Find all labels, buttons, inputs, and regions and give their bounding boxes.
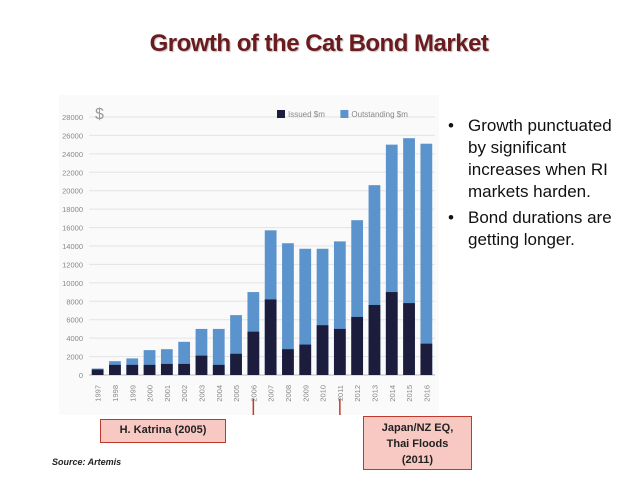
y-tick-label: 6000 [66,316,83,325]
bar-issued [316,325,329,375]
x-tick-label: 2015 [405,385,414,402]
y-tick-label: 14000 [62,242,83,251]
x-tick-label: 2016 [422,385,431,402]
bar-issued [403,303,415,375]
bar-issued [230,353,242,375]
x-tick-label: 2003 [197,385,206,402]
bar-outstanding [160,349,173,375]
legend-swatch [340,110,349,118]
x-tick-label: 2014 [388,385,397,402]
y-tick-label: 10000 [62,279,83,288]
bar-issued [282,349,294,375]
bar-issued [368,304,381,375]
x-tick-label: 2009 [301,385,310,402]
bar-outstanding [178,341,191,375]
x-tick-label: 2008 [284,385,293,402]
callout-japan-line: Thai Floods [386,438,449,450]
x-tick-label: 2000 [146,385,155,402]
bar-issued [178,363,191,375]
bar-outstanding [143,350,156,375]
x-tick-label: 2006 [249,385,258,402]
y-tick-label: 24000 [62,150,83,159]
x-tick-label: 2002 [180,385,189,402]
bar-issued [109,364,121,375]
y-tick-label: 18000 [62,205,83,214]
bullet-item: Growth punctuated by significant increas… [446,115,628,203]
source-note: Source: Artemis [52,457,122,467]
x-tick-label: 2001 [163,385,172,402]
callout-japan-line: (2011) [401,454,434,466]
bullet-item: Bond durations are getting longer. [446,207,628,251]
bar-outstanding [351,220,364,375]
bar-outstanding [333,241,346,375]
marker-connector [252,399,255,415]
callout-japan: Japan/NZ EQ, Thai Floods (2011) [363,416,472,470]
bar-outstanding [299,248,312,375]
callout-katrina: H. Katrina (2005) [100,419,226,443]
bar-outstanding [282,243,294,375]
bar-issued [143,364,156,375]
x-tick-label: 2013 [370,385,379,402]
legend-label: Outstanding $m [351,110,408,119]
bar-issued [333,328,346,375]
bar-outstanding [316,248,329,375]
x-tick-label: 1998 [111,385,120,402]
legend-label: Issued $m [288,110,325,119]
bar-issued [91,369,104,375]
y-tick-label: 22000 [62,168,83,177]
y-tick-label: 28000 [62,113,83,122]
x-tick-label: 2010 [319,385,328,402]
cat-bond-chart: 0 2000 4000 6000 8000 10000 12000 14000 16000 180… [59,95,439,415]
x-tick-label: 1997 [94,385,103,402]
bar-issued [212,364,225,375]
bar-issued [126,364,139,375]
bar-outstanding [403,138,415,375]
x-tick-label: 1999 [128,385,137,402]
x-tick-label: 2007 [267,385,276,402]
bar-issued [247,331,260,375]
y-tick-label: 16000 [62,224,83,233]
bar-outstanding [385,144,398,375]
y-tick-label: 20000 [62,187,83,196]
bar-outstanding [420,143,433,375]
bar-issued [195,355,208,375]
bar-issued [351,316,364,375]
bar-issued [299,344,312,375]
x-tick-label: 2005 [232,385,241,402]
y-tick-label: 12000 [62,260,83,269]
y-tick-label: 26000 [62,131,83,140]
bar-outstanding [212,328,225,375]
y-tick-label: 0 [79,371,83,380]
currency-symbol: $ [95,106,104,123]
bar-issued [385,292,398,375]
y-tick-label: 4000 [66,334,83,343]
bar-outstanding [230,315,242,375]
bullet-list: Growth punctuated by significant increas… [446,115,628,255]
bar-issued [420,343,433,375]
y-tick-label: 2000 [66,353,83,362]
bar-outstanding [368,185,381,375]
slide-title: Growth of the Cat Bond Market [149,30,489,57]
x-tick-label: 2012 [353,385,362,402]
bar-issued [264,299,277,375]
bar-outstanding [195,328,208,375]
bar-issued [160,363,173,375]
x-tick-label: 2011 [336,385,345,401]
x-tick-label: 2004 [215,385,224,402]
legend-swatch [277,110,285,118]
y-tick-label: 8000 [66,297,83,306]
callout-japan-line: Japan/NZ EQ, [381,422,454,434]
